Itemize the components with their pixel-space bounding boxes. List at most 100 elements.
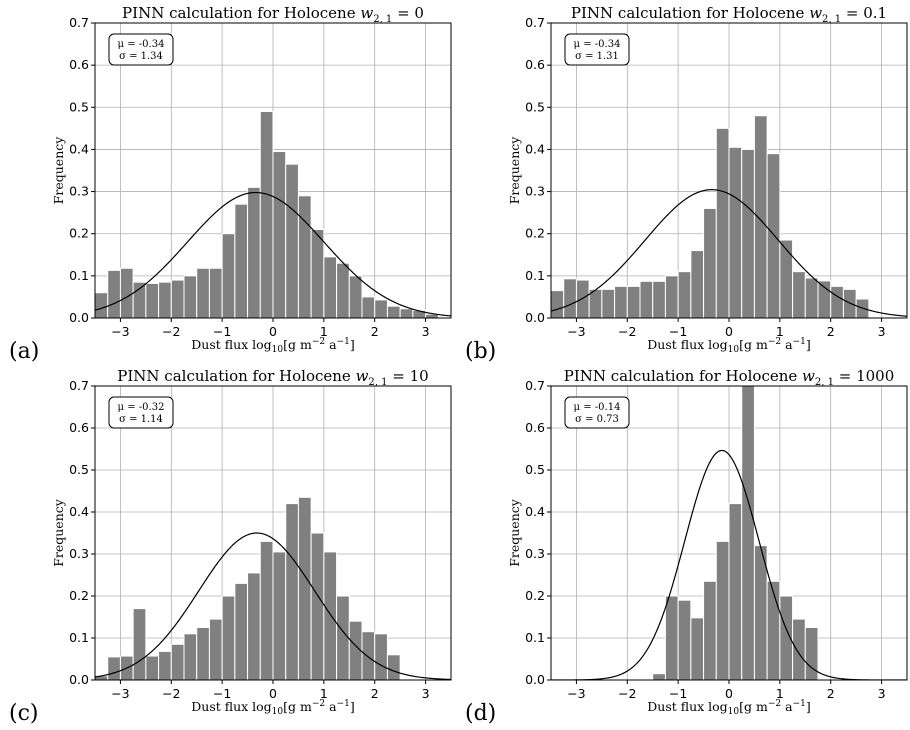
y-tick-label: 0.4 (525, 504, 545, 519)
histogram-bar (208, 618, 223, 680)
x-tick-label: −2 (162, 686, 180, 701)
histogram-bar (234, 203, 249, 318)
x-tick-label: −2 (618, 686, 636, 701)
histogram-bar (690, 617, 705, 680)
histogram-bar (741, 148, 755, 318)
panel-letter: (d) (465, 701, 496, 726)
histogram-bar (196, 627, 210, 680)
histogram-bar (804, 627, 819, 680)
y-tick-label: 0.0 (525, 672, 545, 687)
stats-sigma: σ = 1.31 (575, 51, 619, 62)
histogram-bar (234, 582, 249, 680)
histogram-bar (601, 288, 616, 318)
histogram-bar (690, 250, 705, 318)
y-axis-label: Frequency (507, 498, 522, 567)
y-tick-label: 0.2 (525, 226, 545, 241)
histogram-bar (208, 267, 223, 318)
x-tick-label: 3 (878, 324, 886, 339)
x-tick-label: 2 (371, 686, 379, 701)
histogram-bar (361, 631, 376, 680)
y-tick-label: 0.3 (525, 546, 545, 561)
histogram-bar (170, 279, 185, 318)
y-tick-label: 0.7 (69, 15, 89, 30)
chart-title: PINN calculation for Holocene w2, 1 = 10 (117, 367, 428, 388)
y-tick-label: 0.7 (69, 378, 89, 393)
y-tick-label: 0.5 (525, 99, 545, 114)
y-tick-label: 0.3 (69, 546, 89, 561)
stats-mu: μ = -0.32 (118, 402, 165, 413)
histogram-bar (804, 277, 819, 318)
x-tick-label: 1 (320, 686, 328, 701)
x-tick-label: −2 (162, 324, 180, 339)
x-tick-label: −2 (618, 324, 636, 339)
y-tick-label: 0.6 (525, 57, 545, 72)
x-tick-label: 0 (269, 324, 277, 339)
x-tick-label: −1 (213, 686, 231, 701)
y-tick-label: 0.4 (525, 141, 545, 156)
histogram-bar (285, 163, 299, 318)
histogram-bar (779, 239, 794, 318)
y-tick-label: 0.3 (525, 184, 545, 199)
normal-fit-curve (551, 189, 907, 317)
panel-b: −3 −2 −1 0 1 2 3 0.0 0.1 0.2 0.3 0.4 0.5 0.6 0.7 PINN c… (465, 4, 908, 364)
y-tick-label: 0.5 (69, 462, 89, 477)
histogram-bar (652, 673, 666, 680)
histogram-bar (766, 153, 781, 318)
panel-letter: (b) (465, 339, 496, 364)
y-tick-label: 0.0 (69, 672, 89, 687)
normal-fit-curve (551, 449, 907, 680)
histogram-bar (715, 127, 730, 318)
histogram-bar (297, 496, 312, 680)
panel-letter: (c) (9, 701, 39, 726)
histogram-bar (183, 275, 198, 318)
y-tick-label: 0.4 (69, 141, 89, 156)
histogram-bar (272, 551, 287, 680)
x-tick-label: 3 (422, 686, 430, 701)
histogram-bar (792, 618, 806, 680)
y-tick-label: 0.0 (69, 310, 89, 325)
histogram-bar (145, 655, 160, 680)
histogram-bar (386, 654, 401, 680)
histogram-bar (715, 540, 730, 680)
stats-mu: μ = -0.34 (574, 39, 621, 50)
histogram-bar (575, 279, 590, 318)
x-tick-label: 2 (827, 324, 835, 339)
chart-title: PINN calculation for Holocene w2, 1 = 0.… (571, 4, 887, 25)
y-tick-label: 0.6 (69, 420, 89, 435)
x-axis-label: Dust flux log10[g m−2 a−1] (191, 337, 354, 355)
histogram-bar (158, 281, 172, 318)
x-tick-label: 1 (776, 324, 784, 339)
x-tick-label: 2 (371, 324, 379, 339)
histogram-bar (310, 532, 325, 680)
normal-fit-curve (95, 532, 451, 680)
x-tick-label: 0 (725, 324, 733, 339)
histogram-bar (310, 229, 325, 318)
histogram-bar (95, 292, 109, 318)
histogram-bar (336, 262, 350, 318)
histogram-bar (386, 305, 401, 318)
histogram-bars (652, 386, 819, 680)
y-tick-label: 0.7 (525, 378, 545, 393)
histogram-bar (107, 656, 121, 680)
histogram-bar (664, 595, 679, 680)
y-tick-label: 0.2 (525, 588, 545, 603)
histogram-bar (259, 540, 274, 680)
histogram-bar (766, 580, 781, 680)
x-tick-label: −1 (213, 324, 231, 339)
histogram-bar (703, 580, 717, 680)
histogram-bar (664, 275, 679, 318)
histogram-bar (158, 650, 172, 680)
y-axis-label: Frequency (51, 136, 66, 205)
histogram-bar (107, 269, 121, 318)
histogram-bar (336, 595, 350, 680)
y-tick-label: 0.5 (69, 99, 89, 114)
histogram-bar (170, 643, 185, 680)
normal-fit-curve (95, 191, 451, 317)
stats-mu: μ = -0.34 (118, 39, 165, 50)
histogram-bar (551, 290, 565, 318)
y-axis-label: Frequency (507, 136, 522, 205)
x-tick-label: −3 (111, 324, 129, 339)
stats-sigma: σ = 0.73 (575, 414, 619, 425)
x-tick-label: 3 (878, 686, 886, 701)
y-tick-label: 0.1 (69, 630, 89, 645)
